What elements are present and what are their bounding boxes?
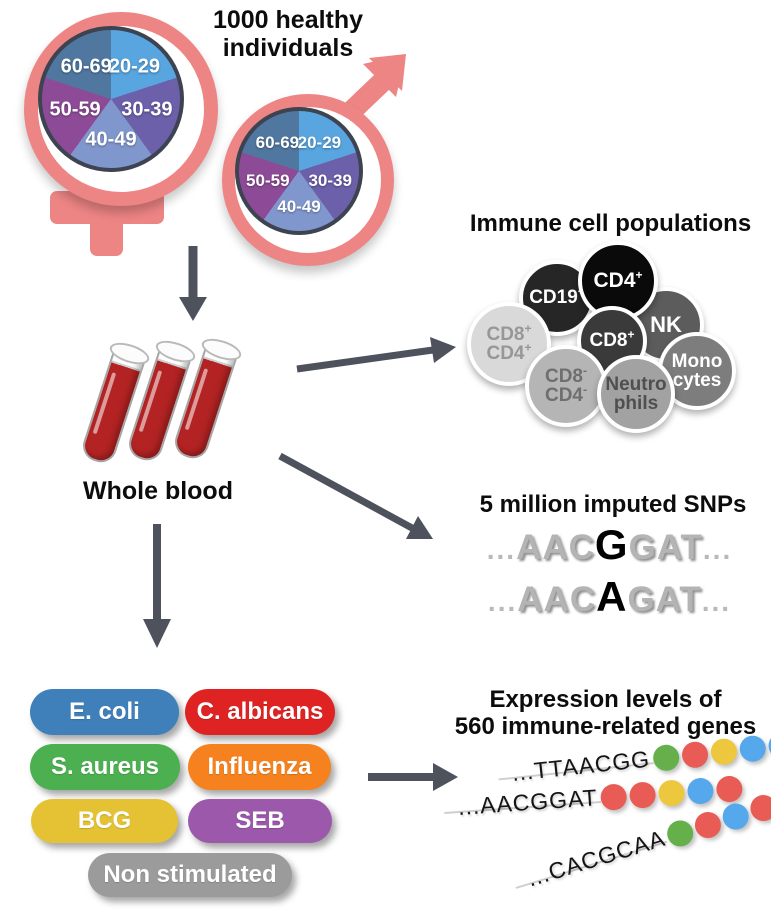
pie-label-40-49: 40-49 — [85, 128, 137, 151]
cell-circle-neutrophils: Neutro phils — [597, 355, 675, 433]
expression-dot — [719, 799, 752, 833]
stimulus-pill-nonstimulated: Non stimulated — [88, 853, 292, 897]
stimulus-pill-saureus: S. aureus — [30, 744, 180, 790]
expression-dot — [746, 791, 771, 824]
pie-label-30-39: 30-39 — [308, 170, 352, 190]
female-age-pie: 20-29 30-39 40-49 50-59 60-69 — [38, 26, 184, 172]
expression-dot — [628, 780, 657, 809]
expression-dot — [663, 816, 697, 850]
arrow-individuals-to-blood-icon — [179, 246, 207, 321]
expression-dot — [651, 743, 681, 772]
pie-label-50-59: 50-59 — [49, 98, 101, 121]
pie-label-50-59: 50-59 — [246, 170, 290, 190]
headline-line2: individuals — [222, 34, 354, 62]
stimulus-pill-bcg: BCG — [31, 799, 178, 843]
stimulus-pill-ecoli: E. coli — [30, 689, 179, 735]
headline-line1: 1000 healthy — [212, 6, 364, 34]
stimulus-pill-seb: SEB — [188, 799, 332, 843]
arrow-stimuli-to-expression-icon — [368, 763, 458, 791]
expression-dot — [691, 808, 724, 841]
expression-dot — [715, 774, 744, 803]
expression-dot — [686, 776, 715, 805]
pie-label-20-29: 20-29 — [108, 55, 161, 78]
expression-title: Expression levels of 560 immune-related … — [454, 686, 757, 740]
expression-dot — [657, 778, 686, 807]
headline: 1000 healthy individuals — [163, 6, 413, 62]
snp-variant-allele: A — [596, 573, 628, 620]
arrow-blood-to-snps-icon — [278, 452, 433, 539]
arrow-blood-to-cells-icon — [296, 337, 456, 373]
expression-dot — [766, 730, 771, 760]
snps-title: 5 million imputed SNPs — [479, 491, 747, 518]
expression-dot — [709, 736, 738, 766]
stimulus-pill-influenza: Influenza — [188, 744, 331, 790]
whole-blood-label: Whole blood — [83, 477, 233, 505]
expression-dot — [599, 782, 628, 811]
pie-label-60-69: 60-69 — [60, 55, 112, 78]
arrow-blood-to-stimuli-icon — [143, 524, 171, 648]
expression-dot — [680, 740, 709, 769]
male-age-pie: 20-29 30-39 40-49 50-59 60-69 — [235, 107, 363, 235]
immune-cells-title: Immune cell populations — [469, 210, 752, 237]
pie-label-20-29: 20-29 — [297, 133, 342, 153]
snp-sequence-row: ...AACAGAT... — [487, 573, 732, 620]
pie-label-30-39: 30-39 — [121, 98, 173, 121]
expression-dot — [738, 733, 767, 763]
snp-sequences: ...AACGGAT... ...AACAGAT... — [448, 524, 771, 628]
blood-tubes — [78, 338, 268, 470]
snp-sequence-row: ...AACGGAT... — [486, 521, 733, 568]
snp-variant-allele: G — [594, 521, 629, 568]
stimulus-pill-calbicans: C. albicans — [185, 689, 335, 735]
pie-label-40-49: 40-49 — [277, 197, 321, 216]
cell-circle-cd8neg-cd4neg: CD8- CD4- — [525, 345, 607, 427]
pie-label-60-69: 60-69 — [255, 133, 300, 153]
